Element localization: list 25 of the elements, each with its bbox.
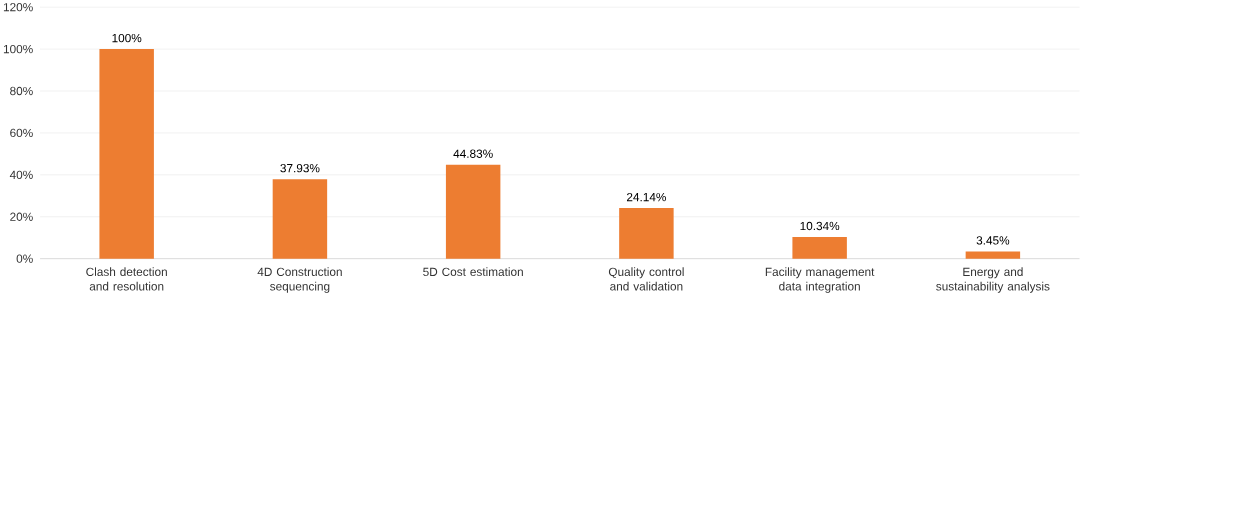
data-label: 100% (112, 33, 142, 43)
bar (272, 179, 328, 259)
x-tick-label: Energy and sustainability analysis (936, 267, 1050, 293)
y-tick-label: 120% (3, 3, 33, 12)
y-tick-label: 40% (9, 170, 33, 180)
y-tick-label: 20% (10, 212, 33, 221)
x-tick-label: 5D Cost estimation (423, 267, 523, 276)
bar (445, 164, 501, 259)
data-label: 24.14% (626, 192, 666, 202)
y-tick-label: 0% (16, 254, 33, 263)
bar (99, 49, 154, 259)
y-tick-label: 100% (3, 44, 33, 54)
data-label: 44.83% (453, 149, 493, 158)
bar (619, 208, 674, 259)
x-tick-label: Quality control and validation (608, 267, 684, 291)
bar (792, 237, 847, 259)
y-tick-label: 60% (10, 128, 33, 138)
data-label: 10.34% (800, 221, 840, 231)
x-tick-label: Facility management data integration (765, 267, 875, 293)
y-tick-label: 80% (10, 86, 33, 96)
x-tick-label: 4D Construction sequencing (257, 267, 342, 293)
bar (965, 251, 1021, 259)
data-label: 37.93% (280, 164, 320, 173)
x-tick-label: Clash detection and resolution (86, 267, 167, 291)
data-label: 3.45% (976, 236, 1010, 245)
